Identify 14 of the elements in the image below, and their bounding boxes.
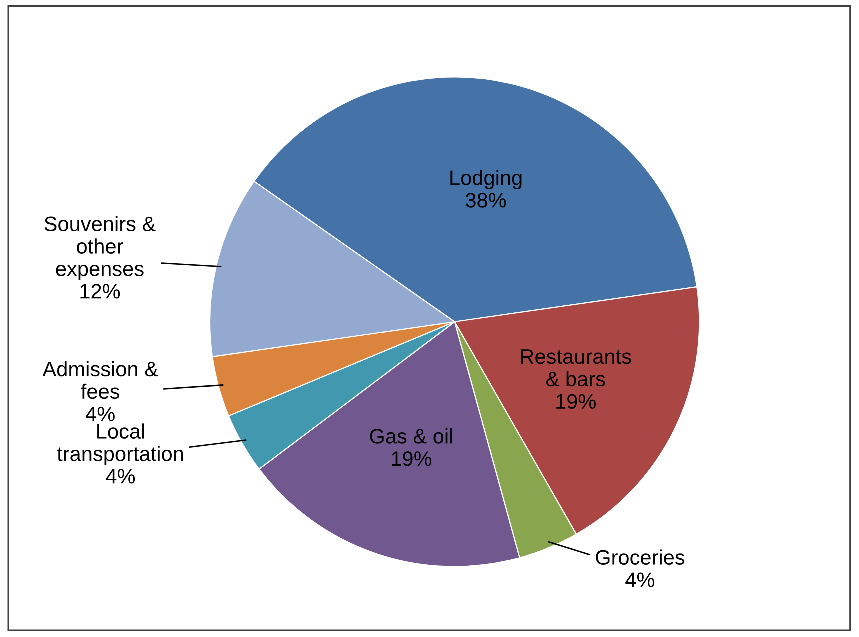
slice-label: Admission & fees: [42, 361, 158, 400]
data-label: 38%: [466, 193, 506, 208]
data-label: 12%: [80, 284, 120, 299]
data-label: 19%: [392, 452, 432, 466]
slice-label: Restaurants & bars: [521, 350, 632, 387]
slice-label: Lodging: [450, 170, 522, 190]
slice-label: Local transportation: [57, 424, 184, 466]
slice-label: Groceries: [596, 550, 685, 565]
data-label: 4%: [106, 469, 136, 484]
data-label: 19%: [556, 394, 596, 410]
slice-label: Gas & oil: [370, 428, 452, 444]
data-label: 4%: [86, 406, 115, 422]
data-label: 4%: [626, 572, 655, 588]
slice-label: Souvenirs & other expenses: [44, 216, 156, 281]
